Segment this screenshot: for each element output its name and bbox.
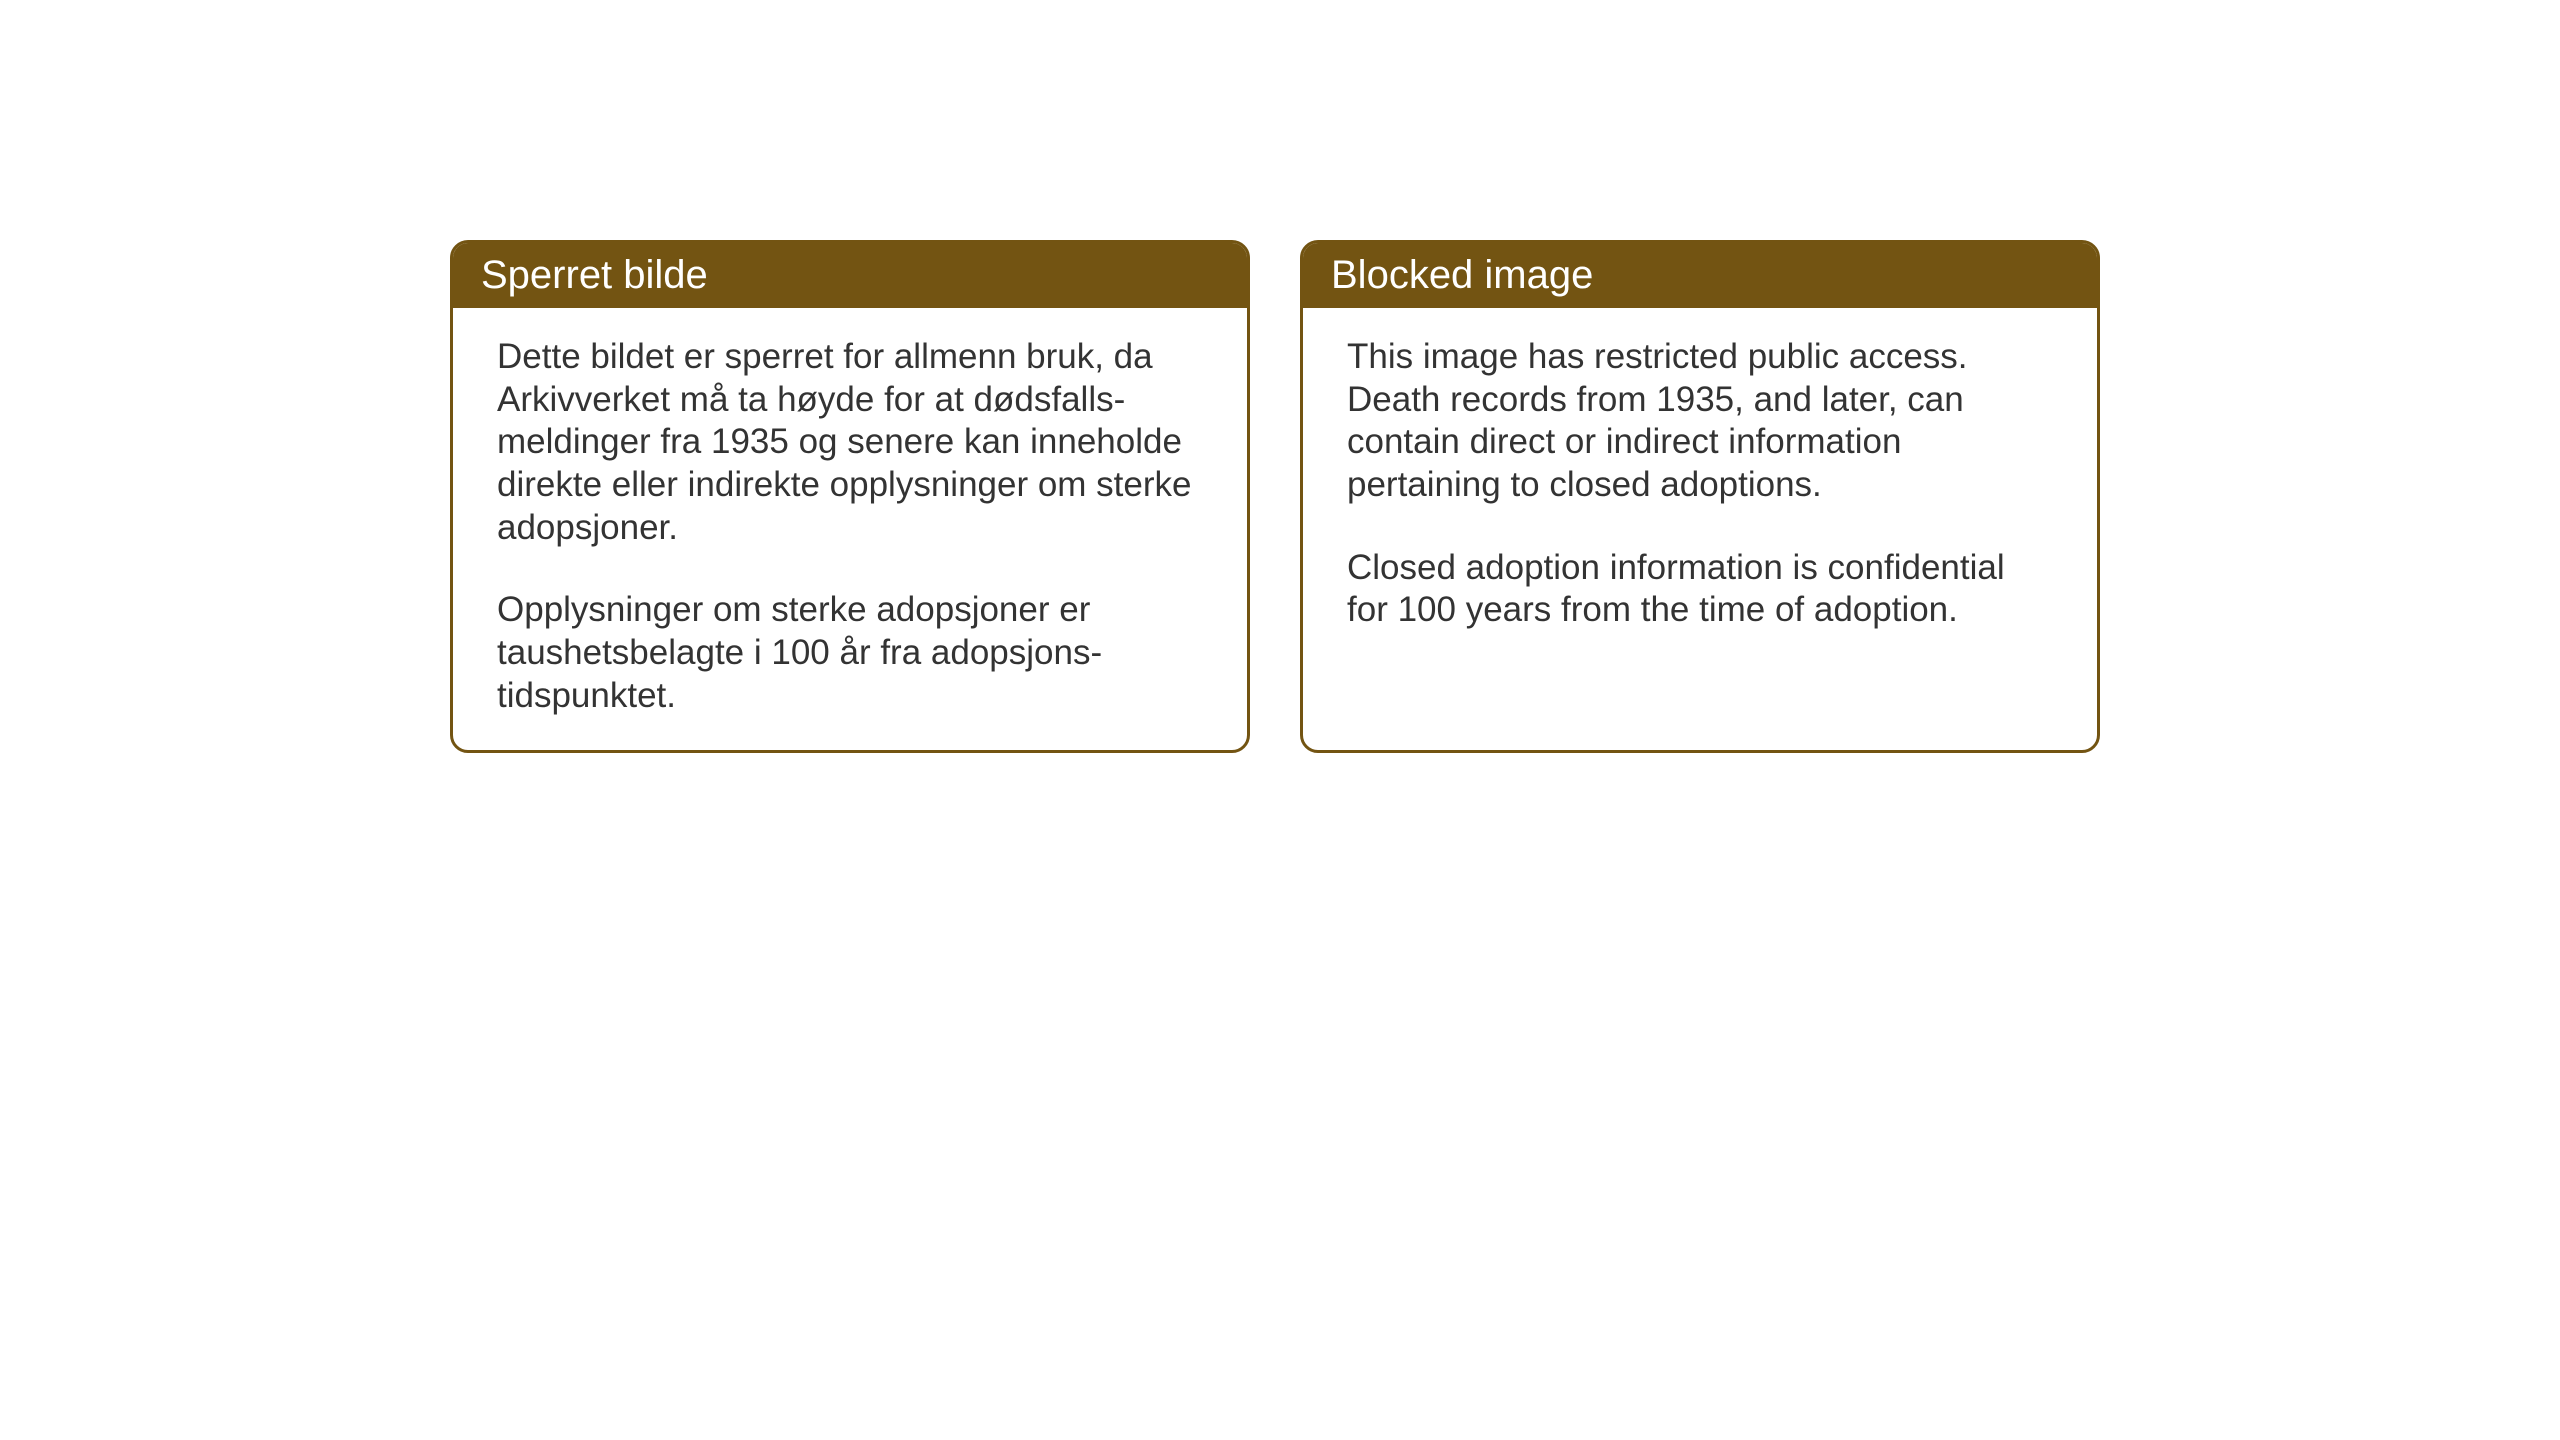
card-title: Blocked image xyxy=(1331,253,1593,297)
notice-paragraph-1: This image has restricted public access.… xyxy=(1347,336,2053,507)
card-body-english: This image has restricted public access.… xyxy=(1303,308,2097,738)
notice-container: Sperret bilde Dette bildet er sperret fo… xyxy=(450,240,2100,753)
card-body-norwegian: Dette bildet er sperret for allmenn bruk… xyxy=(453,308,1247,750)
card-header-english: Blocked image xyxy=(1303,243,2097,308)
notice-paragraph-1: Dette bildet er sperret for allmenn bruk… xyxy=(497,336,1203,549)
notice-paragraph-2: Opplysninger om sterke adopsjoner er tau… xyxy=(497,589,1203,717)
card-title: Sperret bilde xyxy=(481,253,708,297)
notice-card-english: Blocked image This image has restricted … xyxy=(1300,240,2100,753)
card-header-norwegian: Sperret bilde xyxy=(453,243,1247,308)
notice-card-norwegian: Sperret bilde Dette bildet er sperret fo… xyxy=(450,240,1250,753)
notice-paragraph-2: Closed adoption information is confident… xyxy=(1347,547,2053,632)
